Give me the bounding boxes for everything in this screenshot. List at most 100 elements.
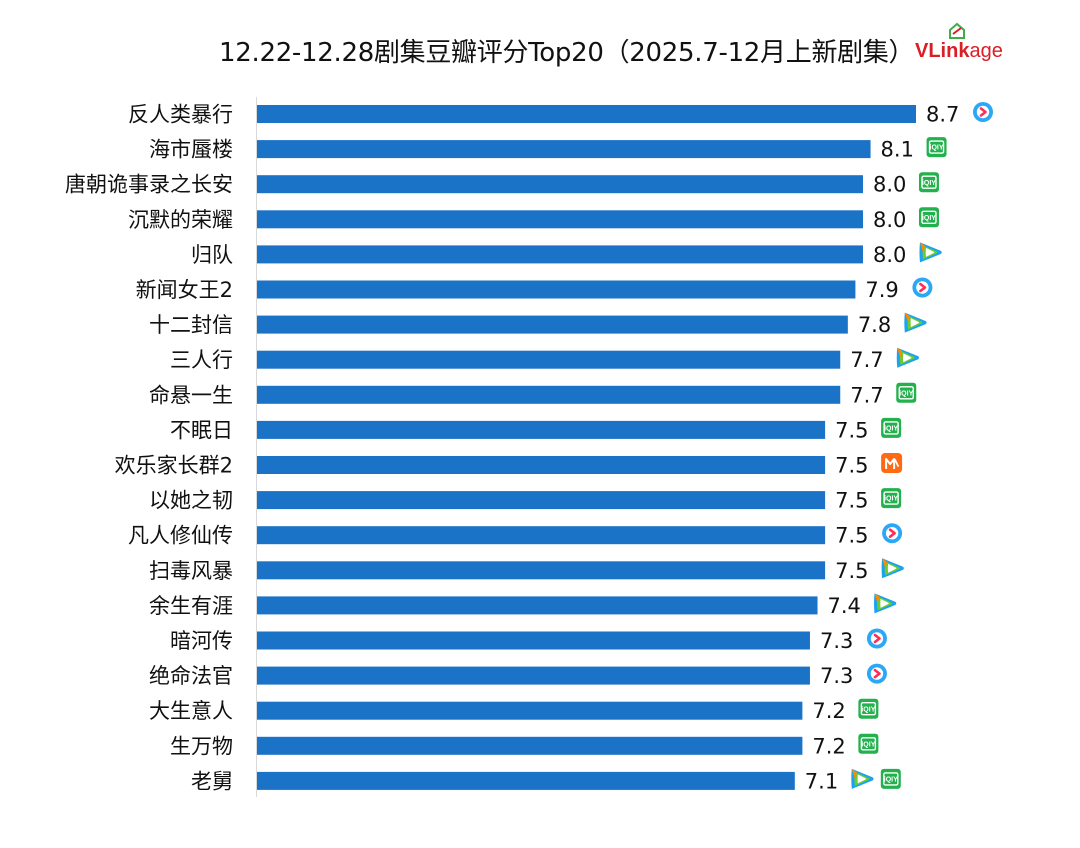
category-label: 海市蜃楼 [149,138,233,162]
iqiyi-square [918,207,939,228]
iqiyi-text: iQIY [922,180,936,187]
youku-arrow [919,282,927,293]
value-label: 7.8 [858,313,891,337]
iqiyi-icon: iQIY [918,172,939,193]
value-label: 7.3 [820,629,853,653]
bar [257,771,795,790]
iqiyi-square [880,768,901,789]
value-label: 7.4 [828,594,861,618]
value-label: 8.1 [881,138,914,162]
value-label: 8.0 [873,243,906,267]
category-label: 欢乐家长群2 [115,454,233,478]
iqiyi-icon: iQIY [858,698,879,719]
value-label: 7.5 [835,524,868,548]
bar [257,526,826,545]
bar [257,315,848,334]
value-label: 8.0 [873,208,906,232]
bar [257,210,863,229]
tencent-play [880,598,889,608]
bar [257,631,810,650]
bar [257,245,863,264]
bar [257,736,803,755]
mgtv-tick [894,459,900,467]
iqiyi-square [926,137,947,158]
tencent-video-icon [919,242,942,263]
iqiyi-frame [860,737,877,751]
chart-header: 12.22-12.28剧集豆瓣评分Top20（2025.7-12月上新剧集） V… [0,22,1080,68]
iqiyi-square [858,698,879,719]
iqiyi-icon: iQIY [881,417,902,438]
iqiyi-square [918,172,939,193]
youku-icon [866,628,887,649]
value-label: 7.5 [835,454,868,478]
bar [257,596,818,615]
youku-inner [916,281,929,294]
tencent-accent [904,312,910,323]
iqiyi-icon: iQIY [881,488,902,509]
youku-icon [973,102,993,122]
youku-icon [866,663,887,684]
iqiyi-text: iQIY [930,145,944,152]
value-label: 8.7 [926,103,959,127]
youku-arrow [873,668,881,679]
category-label: 唐朝诡事录之长安 [65,173,233,197]
youku-icon [882,523,903,544]
category-label: 绝命法官 [149,664,233,688]
iqiyi-text: iQIY [884,496,898,503]
bar [257,350,841,369]
iqiyi-frame [860,702,877,716]
iqiyi-frame [921,175,937,189]
category-label: 暗河传 [170,629,233,653]
tencent-play [903,353,912,363]
value-label: 7.2 [812,734,845,758]
tencent-accent [851,768,857,779]
logo-text: VLinkage [915,40,1003,63]
iqiyi-frame [883,772,899,786]
tencent-play [887,563,897,573]
bar [257,420,826,439]
iqiyi-icon: iQIY [880,768,901,789]
iqiyi-square [858,733,879,754]
youku-arrow [888,528,896,539]
iqiyi-icon: iQIY [918,207,939,228]
tencent-video-icon [904,312,927,333]
chart-title: 12.22-12.28剧集豆瓣评分Top20（2025.7-12月上新剧集） [219,38,915,68]
iqiyi-icon: iQIY [858,733,879,754]
iqiyi-text: iQIY [861,706,875,713]
bar [257,140,871,159]
bar [257,491,826,510]
value-label: 7.7 [850,348,883,372]
value-label: 7.5 [835,559,868,583]
iqiyi-text: iQIY [884,426,898,433]
category-label: 十二封信 [149,313,233,337]
youku-inner [870,632,884,645]
bar [257,456,826,474]
tencent-accent [874,593,880,604]
bar [257,666,810,685]
tencent-video-icon [851,768,874,789]
youku-inner [870,667,884,680]
category-label: 新闻女王2 [136,278,233,302]
youku-arrow [873,633,881,644]
mgtv-m [885,458,896,469]
value-label: 7.9 [865,278,898,302]
iqiyi-frame [883,421,899,435]
bar [257,175,863,194]
category-label: 大生意人 [149,699,233,723]
category-label: 凡人修仙传 [128,524,233,548]
tencent-play [910,318,920,328]
youku-inner [885,527,899,540]
tencent-accent [897,347,903,358]
category-label: 反人类暴行 [128,103,233,127]
tencent-play [857,774,867,784]
category-label: 余生有涯 [149,594,233,618]
iqiyi-text: iQIY [861,741,875,748]
value-label: 7.2 [812,699,845,723]
value-label: 7.5 [835,418,868,442]
iqiyi-frame [883,491,899,505]
iqiyi-frame [921,210,937,225]
vlinkage-logo: VLinkage [915,22,1025,72]
category-label: 以她之韧 [149,489,233,513]
mango-tv-icon [881,453,903,473]
value-label: 8.0 [873,173,906,197]
